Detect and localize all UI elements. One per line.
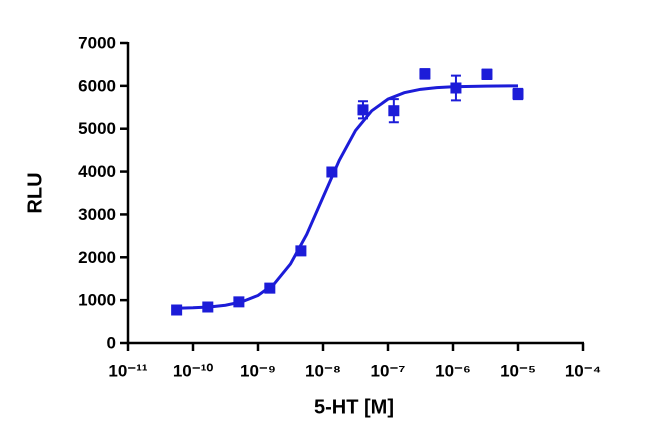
x-tick-label: 10⁻¹¹ (108, 361, 148, 380)
data-point (295, 245, 307, 257)
y-tick-label: 6000 (78, 76, 116, 95)
y-tick-label: 2000 (78, 248, 116, 267)
y-tick-label: 4000 (78, 162, 116, 181)
y-axis-title: RLU (24, 172, 46, 213)
x-tick-label: 10⁻⁷ (371, 361, 406, 380)
y-tick-label: 0 (107, 333, 116, 352)
y-tick-label: 7000 (78, 33, 116, 52)
data-point (357, 104, 369, 116)
data-point (481, 68, 493, 80)
data-point (512, 88, 524, 100)
x-tick-label: 10⁻⁵ (500, 361, 536, 380)
y-tick-label: 5000 (78, 119, 116, 138)
y-tick-label: 3000 (78, 205, 116, 224)
data-point (388, 105, 400, 117)
y-tick-label: 1000 (78, 291, 116, 310)
x-tick-label: 10⁻⁶ (435, 361, 471, 380)
x-tick-label: 10⁻⁹ (240, 361, 276, 380)
x-tick-label: 10⁻⁸ (305, 361, 341, 380)
data-point (171, 304, 183, 316)
x-axis-title: 5-HT [M] (314, 396, 394, 418)
x-tick-label: 10⁻⁴ (565, 361, 601, 380)
data-point (326, 166, 338, 178)
x-tick-label: 10⁻¹⁰ (173, 361, 214, 380)
data-point (419, 68, 431, 80)
fit-curve (176, 84, 519, 310)
